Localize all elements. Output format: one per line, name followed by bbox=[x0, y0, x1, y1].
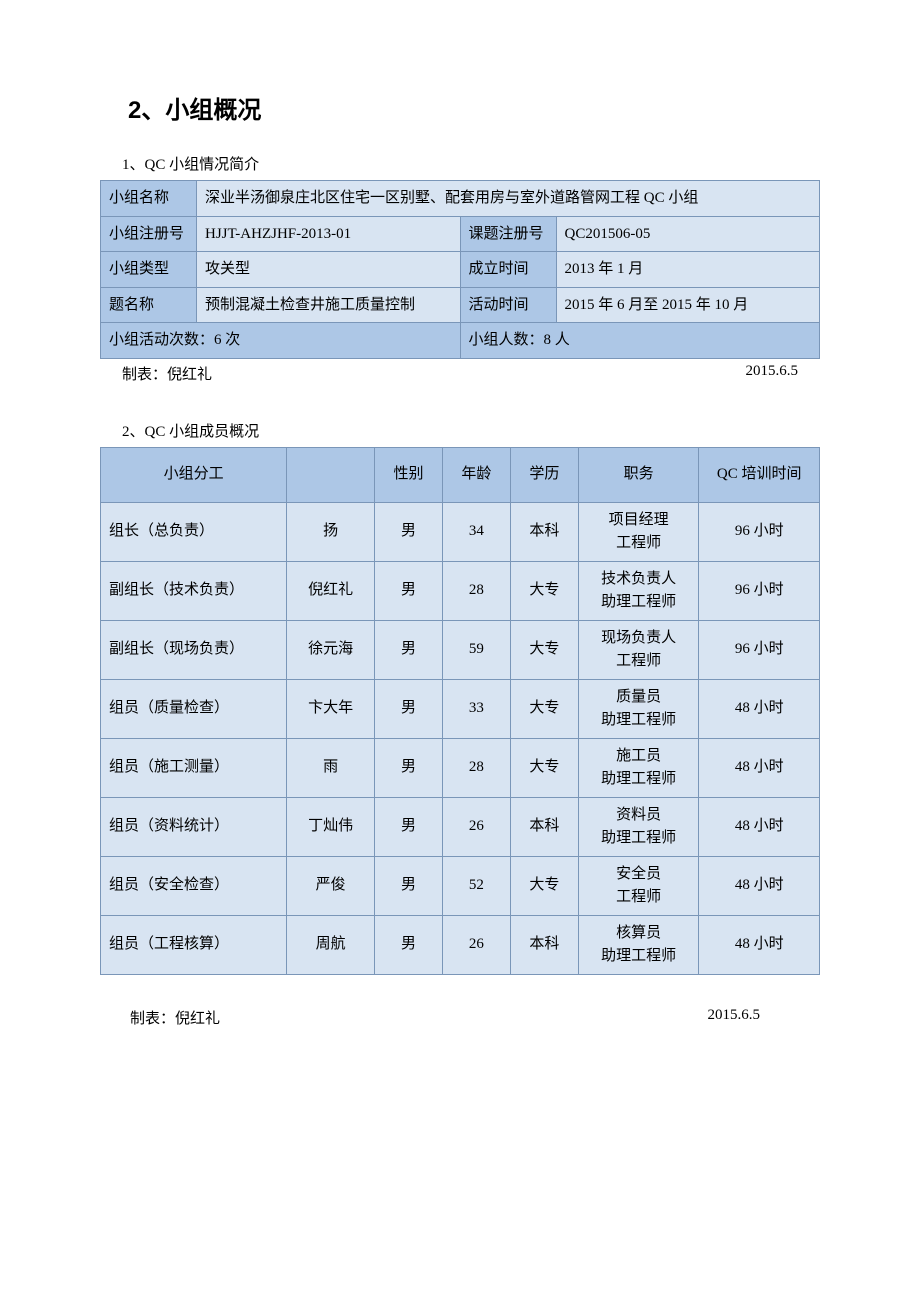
table-cell: 男 bbox=[374, 502, 442, 561]
table2-footer: 制表：倪红礼 2015.6.5 bbox=[130, 1007, 760, 1028]
table-cell: 施工员助理工程师 bbox=[578, 738, 699, 797]
table-cell: 技术负责人助理工程师 bbox=[578, 561, 699, 620]
table-cell: 雨 bbox=[287, 738, 375, 797]
table-cell: 组员（工程核算） bbox=[101, 915, 287, 974]
table-cell: 组员（安全检查） bbox=[101, 856, 287, 915]
table-cell: 男 bbox=[374, 620, 442, 679]
table-cell: 男 bbox=[374, 679, 442, 738]
t1-r3-label2: 成立时间 bbox=[460, 252, 556, 288]
table-cell: 本科 bbox=[510, 502, 578, 561]
table-cell: 大专 bbox=[510, 620, 578, 679]
table-row: 副组长（技术负责）倪红礼男28大专技术负责人助理工程师96 小时 bbox=[101, 561, 820, 620]
table1-footer: 制表：倪红礼 2015.6.5 bbox=[122, 363, 798, 384]
table-cell: 组长（总负责） bbox=[101, 502, 287, 561]
table-cell: 男 bbox=[374, 856, 442, 915]
table-cell: 副组长（技术负责） bbox=[101, 561, 287, 620]
table-cell: 现场负责人工程师 bbox=[578, 620, 699, 679]
table-cell: 核算员助理工程师 bbox=[578, 915, 699, 974]
table-cell: 26 bbox=[442, 797, 510, 856]
t1-r4-value2: 2015 年 6 月至 2015 年 10 月 bbox=[556, 287, 820, 323]
table-cell: 组员（资料统计） bbox=[101, 797, 287, 856]
table-cell: 28 bbox=[442, 738, 510, 797]
t1-r4-label2: 活动时间 bbox=[460, 287, 556, 323]
table-cell: 资料员助理工程师 bbox=[578, 797, 699, 856]
table-cell: 28 bbox=[442, 561, 510, 620]
table-row: 组员（工程核算）周航男26本科核算员助理工程师48 小时 bbox=[101, 915, 820, 974]
t1-r2-label: 小组注册号 bbox=[101, 216, 197, 252]
table-cell: 质量员助理工程师 bbox=[578, 679, 699, 738]
t1-r3-value: 攻关型 bbox=[197, 252, 461, 288]
table-row: 组长（总负责）扬男34本科项目经理工程师96 小时 bbox=[101, 502, 820, 561]
t1-r1-value: 深业半汤御泉庄北区住宅一区别墅、配套用房与室外道路管网工程 QC 小组 bbox=[197, 181, 820, 217]
member-table-header-row: 小组分工 性别 年龄 学历 职务 QC 培训时间 bbox=[101, 447, 820, 502]
t1-r4-label: 题名称 bbox=[101, 287, 197, 323]
table-cell: 48 小时 bbox=[699, 738, 820, 797]
subsection1-title: 1、QC 小组情况简介 bbox=[122, 153, 820, 174]
table-cell: 大专 bbox=[510, 561, 578, 620]
t2-h0: 小组分工 bbox=[101, 447, 287, 502]
t1-r3-value2: 2013 年 1 月 bbox=[556, 252, 820, 288]
t2-h5: 职务 bbox=[578, 447, 699, 502]
table-cell: 大专 bbox=[510, 679, 578, 738]
table-cell: 男 bbox=[374, 738, 442, 797]
t2-h3: 年龄 bbox=[442, 447, 510, 502]
table-cell: 33 bbox=[442, 679, 510, 738]
table-cell: 59 bbox=[442, 620, 510, 679]
table-cell: 男 bbox=[374, 915, 442, 974]
table-cell: 徐元海 bbox=[287, 620, 375, 679]
table-row: 组员（安全检查）严俊男52大专安全员工程师48 小时 bbox=[101, 856, 820, 915]
table-cell: 48 小时 bbox=[699, 915, 820, 974]
table-cell: 副组长（现场负责） bbox=[101, 620, 287, 679]
t1-r5-right: 小组人数：8 人 bbox=[460, 323, 820, 359]
table-cell: 48 小时 bbox=[699, 856, 820, 915]
member-table: 小组分工 性别 年龄 学历 职务 QC 培训时间 组长（总负责）扬男34本科项目… bbox=[100, 447, 820, 975]
table-cell: 48 小时 bbox=[699, 679, 820, 738]
table-cell: 96 小时 bbox=[699, 502, 820, 561]
table-row: 组员（资料统计）丁灿伟男26本科资料员助理工程师48 小时 bbox=[101, 797, 820, 856]
t2-h6: QC 培训时间 bbox=[699, 447, 820, 502]
table-row: 副组长（现场负责）徐元海男59大专现场负责人工程师96 小时 bbox=[101, 620, 820, 679]
section-heading: 2、小组概况 bbox=[128, 90, 820, 125]
t1-r3-label: 小组类型 bbox=[101, 252, 197, 288]
table-row: 组员（质量检查）卞大年男33大专质量员助理工程师48 小时 bbox=[101, 679, 820, 738]
table-row: 组员（施工测量）雨男28大专施工员助理工程师48 小时 bbox=[101, 738, 820, 797]
footer2-right: 2015.6.5 bbox=[708, 1007, 761, 1028]
table-cell: 男 bbox=[374, 561, 442, 620]
group-info-table: 小组名称 深业半汤御泉庄北区住宅一区别墅、配套用房与室外道路管网工程 QC 小组… bbox=[100, 180, 820, 359]
footer1-right: 2015.6.5 bbox=[746, 363, 799, 384]
table-cell: 大专 bbox=[510, 856, 578, 915]
t2-h2: 性别 bbox=[374, 447, 442, 502]
table-cell: 96 小时 bbox=[699, 620, 820, 679]
table-cell: 卞大年 bbox=[287, 679, 375, 738]
footer1-left: 制表：倪红礼 bbox=[122, 363, 212, 384]
table-cell: 项目经理工程师 bbox=[578, 502, 699, 561]
table-cell: 本科 bbox=[510, 797, 578, 856]
table-cell: 严俊 bbox=[287, 856, 375, 915]
table-cell: 大专 bbox=[510, 738, 578, 797]
t1-r2-value: HJJT-AHZJHF-2013-01 bbox=[197, 216, 461, 252]
t2-h1 bbox=[287, 447, 375, 502]
table-cell: 34 bbox=[442, 502, 510, 561]
table-cell: 男 bbox=[374, 797, 442, 856]
table-cell: 倪红礼 bbox=[287, 561, 375, 620]
t1-r4-value: 预制混凝土检查井施工质量控制 bbox=[197, 287, 461, 323]
table-cell: 扬 bbox=[287, 502, 375, 561]
table-cell: 周航 bbox=[287, 915, 375, 974]
footer2-left: 制表：倪红礼 bbox=[130, 1007, 220, 1028]
t1-r1-label: 小组名称 bbox=[101, 181, 197, 217]
table-cell: 安全员工程师 bbox=[578, 856, 699, 915]
table-cell: 组员（质量检查） bbox=[101, 679, 287, 738]
t2-h4: 学历 bbox=[510, 447, 578, 502]
table-cell: 组员（施工测量） bbox=[101, 738, 287, 797]
table-cell: 96 小时 bbox=[699, 561, 820, 620]
t1-r5-left: 小组活动次数：6 次 bbox=[101, 323, 461, 359]
table-cell: 52 bbox=[442, 856, 510, 915]
t1-r2-label2: 课题注册号 bbox=[460, 216, 556, 252]
table-cell: 26 bbox=[442, 915, 510, 974]
t1-r2-value2: QC201506-05 bbox=[556, 216, 820, 252]
subsection2-title: 2、QC 小组成员概况 bbox=[122, 420, 820, 441]
table-cell: 本科 bbox=[510, 915, 578, 974]
table-cell: 丁灿伟 bbox=[287, 797, 375, 856]
table-cell: 48 小时 bbox=[699, 797, 820, 856]
